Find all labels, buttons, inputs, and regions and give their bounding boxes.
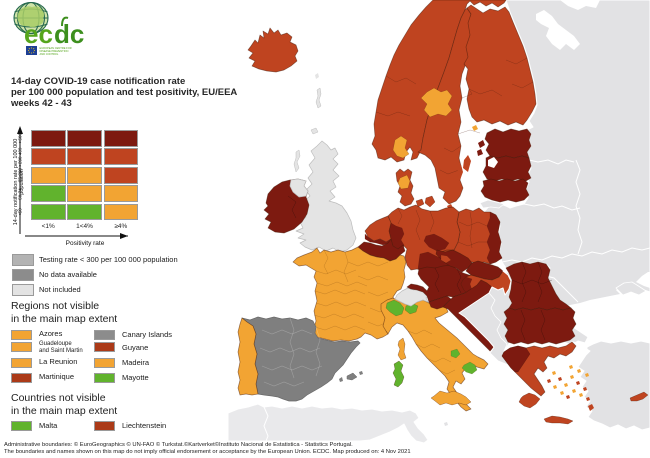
svg-text:dc: dc [54, 19, 84, 49]
svg-text:AND CONTROL: AND CONTROL [40, 52, 59, 56]
svg-text:DISEASE PREVENTION: DISEASE PREVENTION [40, 49, 69, 53]
svg-text:EUROPEAN CENTRE FOR: EUROPEAN CENTRE FOR [40, 46, 72, 50]
svg-text:ec: ec [24, 19, 53, 49]
